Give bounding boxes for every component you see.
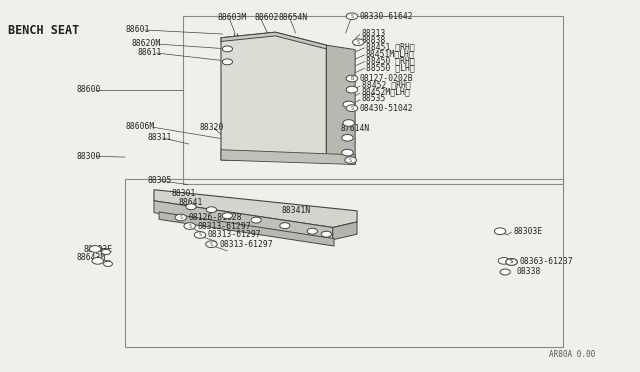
Circle shape: [346, 13, 358, 20]
Text: 88313: 88313: [362, 29, 386, 38]
Text: S: S: [349, 158, 352, 163]
Text: 88602: 88602: [254, 13, 278, 22]
Bar: [182, 16, 563, 184]
Circle shape: [184, 223, 195, 230]
Circle shape: [186, 204, 196, 210]
Circle shape: [307, 228, 317, 234]
Circle shape: [222, 46, 232, 52]
Text: 88452 〈RH〉: 88452 〈RH〉: [362, 81, 410, 90]
Text: 88301: 88301: [172, 189, 196, 198]
Circle shape: [205, 241, 217, 247]
Text: 88550 〈LH〉: 88550 〈LH〉: [366, 63, 415, 72]
Text: AR80A 0.00: AR80A 0.00: [548, 350, 595, 359]
Text: S: S: [350, 14, 353, 19]
Text: 88620M: 88620M: [132, 39, 161, 48]
Circle shape: [343, 101, 355, 108]
Text: 08127-0202B: 08127-0202B: [360, 74, 413, 83]
Text: 87614N: 87614N: [340, 124, 370, 133]
Text: S: S: [356, 40, 360, 45]
Text: 08313-61297: 08313-61297: [207, 230, 261, 240]
Polygon shape: [221, 32, 326, 49]
Bar: [125, 179, 563, 347]
Text: 88838: 88838: [362, 36, 386, 45]
Polygon shape: [221, 32, 326, 160]
Polygon shape: [159, 212, 334, 246]
Text: 08430-51042: 08430-51042: [360, 104, 413, 113]
Text: 88603M: 88603M: [218, 13, 247, 22]
Circle shape: [222, 59, 232, 65]
Circle shape: [494, 228, 506, 235]
Circle shape: [498, 257, 509, 264]
Text: 88450 〈RH〉: 88450 〈RH〉: [366, 56, 415, 65]
Polygon shape: [221, 150, 355, 164]
Text: 08126-81628: 08126-81628: [188, 213, 242, 222]
Polygon shape: [154, 201, 333, 240]
Polygon shape: [154, 190, 357, 228]
Text: B: B: [350, 76, 354, 81]
Text: 88303E: 88303E: [513, 227, 543, 236]
Text: S: S: [510, 260, 513, 264]
Text: S: S: [210, 242, 213, 247]
Circle shape: [346, 105, 358, 112]
Text: 88311: 88311: [148, 132, 172, 142]
Text: 88320: 88320: [200, 123, 224, 132]
Text: 88451M〈LH〉: 88451M〈LH〉: [366, 49, 415, 58]
Circle shape: [342, 149, 353, 156]
Text: 88611: 88611: [138, 48, 163, 57]
Circle shape: [353, 39, 364, 45]
Circle shape: [92, 257, 104, 264]
Text: 88643M: 88643M: [76, 253, 106, 262]
Circle shape: [321, 231, 332, 237]
Circle shape: [506, 259, 517, 265]
Text: 88600: 88600: [76, 85, 100, 94]
Text: 08363-61237: 08363-61237: [519, 257, 573, 266]
Text: 88606M: 88606M: [126, 122, 155, 131]
Circle shape: [343, 120, 355, 126]
Circle shape: [251, 217, 261, 223]
Circle shape: [280, 223, 290, 229]
Circle shape: [506, 259, 517, 265]
Text: 08313-61297: 08313-61297: [197, 221, 251, 231]
Circle shape: [345, 157, 356, 163]
Text: S: S: [179, 215, 182, 220]
Text: 88300: 88300: [76, 152, 100, 161]
Circle shape: [194, 232, 205, 238]
Text: 88452M〈LH〉: 88452M〈LH〉: [362, 88, 410, 97]
Circle shape: [342, 135, 353, 141]
Circle shape: [206, 207, 216, 213]
Text: 88451 〈RH〉: 88451 〈RH〉: [366, 42, 415, 51]
Text: 88341N: 88341N: [282, 206, 311, 215]
Circle shape: [104, 261, 113, 266]
Text: S: S: [198, 232, 202, 237]
Circle shape: [222, 213, 232, 219]
Circle shape: [346, 86, 358, 93]
Text: 88535: 88535: [362, 94, 386, 103]
Text: S: S: [510, 260, 513, 264]
Text: 88305: 88305: [148, 176, 172, 185]
Text: 08313-61297: 08313-61297: [219, 240, 273, 249]
Text: 88303E: 88303E: [84, 244, 113, 253]
Text: BENCH SEAT: BENCH SEAT: [8, 24, 79, 37]
Polygon shape: [326, 45, 355, 164]
Circle shape: [102, 249, 111, 254]
Circle shape: [500, 269, 510, 275]
Text: S: S: [188, 224, 191, 228]
Text: S: S: [350, 106, 353, 111]
Text: 88641: 88641: [178, 198, 203, 207]
Text: 08330-61642: 08330-61642: [360, 12, 413, 21]
Circle shape: [175, 214, 186, 221]
Text: 88654N: 88654N: [278, 13, 308, 22]
Circle shape: [90, 246, 101, 252]
Text: 08338: 08338: [516, 267, 541, 276]
Polygon shape: [333, 222, 357, 240]
Circle shape: [346, 75, 358, 82]
Text: 88601: 88601: [125, 25, 150, 34]
